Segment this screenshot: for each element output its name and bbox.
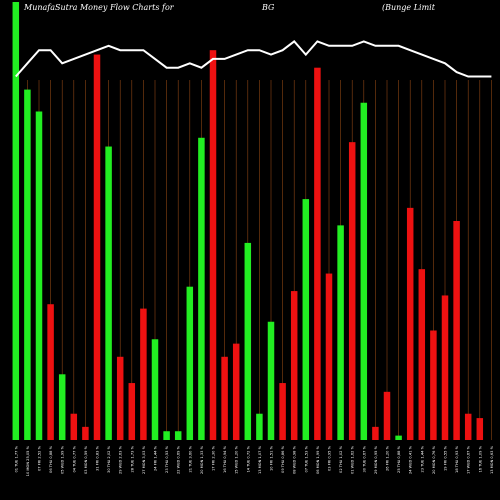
- x-tick-label: 05 WED 1,99 %: [61, 445, 65, 474]
- bar-27: [325, 273, 333, 440]
- bar-15: [186, 286, 194, 440]
- bar-2: [35, 111, 43, 440]
- bar-1: [24, 89, 31, 440]
- bar-13: [163, 431, 170, 440]
- bar-20: [244, 242, 252, 440]
- chart-title-right: (Bunge Limit: [382, 3, 436, 12]
- bar-11: [140, 308, 147, 440]
- bar-29: [348, 142, 356, 440]
- bar-8: [105, 146, 112, 441]
- bar-18: [221, 356, 228, 440]
- x-tick-label: 24 WED 0,41 %: [409, 445, 413, 474]
- x-tick-label: 27 MON 3,03 %: [142, 445, 146, 474]
- bar-33: [395, 435, 402, 440]
- bar-22: [267, 321, 275, 440]
- x-tick-label: 31 FRI 0,83 %: [96, 445, 100, 471]
- x-tick-label: 29 MON 0,95 %: [374, 445, 378, 474]
- bar-31: [372, 426, 379, 440]
- x-tick-label: 30 THU 2,02 %: [107, 445, 111, 473]
- bar-38: [453, 221, 460, 440]
- price-line: [15, 40, 492, 78]
- x-tick-label: 15 WED 1,20 %: [235, 445, 239, 474]
- bar-34: [406, 207, 414, 440]
- bar-19: [232, 343, 240, 440]
- chart-title-left: MunafaSutra Money Flow Charts for: [23, 3, 175, 12]
- bar-10: [128, 383, 136, 440]
- bar-40: [476, 418, 484, 440]
- bar-23: [279, 383, 286, 440]
- bar-16: [198, 137, 205, 440]
- x-tick-labels: 01 TUE 1,77 % 10 MON 25,05 % 07 FRI 2,52 %…: [14, 445, 494, 476]
- x-tick-label: 28 TUE 1,73 %: [130, 445, 134, 472]
- bar-series: [12, 2, 484, 441]
- x-tick-label: 23 TUE 1,44 %: [420, 445, 424, 472]
- x-tick-label: 01 WED 1,62 %: [351, 445, 355, 474]
- x-tick-label: 17 FRI 2,30 %: [212, 445, 216, 471]
- bar-6: [82, 426, 89, 440]
- bar-30: [360, 102, 368, 441]
- x-tick-label: 07 FRI 2,52 %: [38, 445, 42, 471]
- bar-24: [290, 291, 298, 440]
- x-tick-label: 13 MON 0,63 %: [490, 445, 494, 474]
- bar-0: [12, 2, 20, 440]
- x-tick-label: 16 TUE 1,09 %: [478, 445, 482, 472]
- x-tick-label: 20 MON 1,33 %: [200, 445, 204, 474]
- bar-35: [418, 269, 426, 440]
- x-tick-label: 01 TUE 1,77 %: [14, 445, 18, 472]
- x-tick-label: 07 TUE 1,53 %: [304, 445, 308, 472]
- bar-25: [302, 199, 310, 440]
- bar-5: [70, 413, 78, 440]
- x-tick-label: 06 THU 0,88 %: [49, 445, 53, 473]
- bar-9: [116, 356, 124, 440]
- x-tick-label: 24 FRI 1,44 %: [154, 445, 158, 471]
- bar-12: [151, 339, 159, 440]
- x-tick-label: 19 FRI 0,55 %: [444, 445, 448, 471]
- bar-17: [209, 50, 217, 441]
- x-tick-label: 26 FRI 1,20 %: [386, 445, 390, 471]
- x-tick-label: 04 TUE 0,77 %: [72, 445, 76, 472]
- x-tick-label: 10 MON 25,05 %: [26, 445, 30, 476]
- x-tick-label: 29 WED 2,63 %: [119, 445, 123, 474]
- x-tick-label: 25 THU 0,88 %: [397, 445, 401, 473]
- x-tick-label: 13 MON 1,07 %: [258, 445, 262, 474]
- x-tick-label: 18 THU 0,93 %: [455, 445, 459, 473]
- x-tick-label: 09 THU 0,86 %: [281, 445, 285, 473]
- x-tick-label: 08 WED 0,98 %: [293, 445, 297, 474]
- x-tick-label: 23 THU 0,53 %: [165, 445, 169, 473]
- x-tick-label: 06 MON 1,99 %: [316, 445, 320, 474]
- x-tick-label: 17 WED 0,67 %: [467, 445, 471, 474]
- x-tick-label: 10 FRI 1,51 %: [270, 445, 274, 471]
- bar-32: [383, 391, 391, 440]
- x-tick-label: 22 WED 0,69 %: [177, 445, 181, 474]
- x-tick-label: 30 TUE 0,67 %: [362, 445, 366, 472]
- bar-28: [337, 225, 344, 440]
- bar-26: [314, 67, 321, 440]
- bar-37: [441, 295, 449, 440]
- x-tick-label: 14 TUE 0,72 %: [246, 445, 250, 472]
- x-tick-label: 20 MON 0,76 %: [432, 445, 436, 474]
- x-tick-label: 21 TUE 3,60 %: [188, 445, 192, 472]
- bar-39: [464, 413, 472, 440]
- bar-14: [174, 431, 182, 440]
- x-tick-label: 16 THU 0,94 %: [223, 445, 227, 473]
- chart-title-symbol: BG: [261, 3, 275, 12]
- bar-36: [430, 330, 437, 440]
- bar-3: [47, 304, 54, 440]
- bar-21: [256, 413, 263, 440]
- x-tick-label: 03 MON 0,59 %: [84, 445, 88, 474]
- x-tick-label: 02 THU 1,02 %: [339, 445, 343, 473]
- bar-7: [93, 54, 101, 441]
- x-tick-label: 03 FRI 0,95 %: [328, 445, 332, 471]
- bar-4: [58, 374, 66, 440]
